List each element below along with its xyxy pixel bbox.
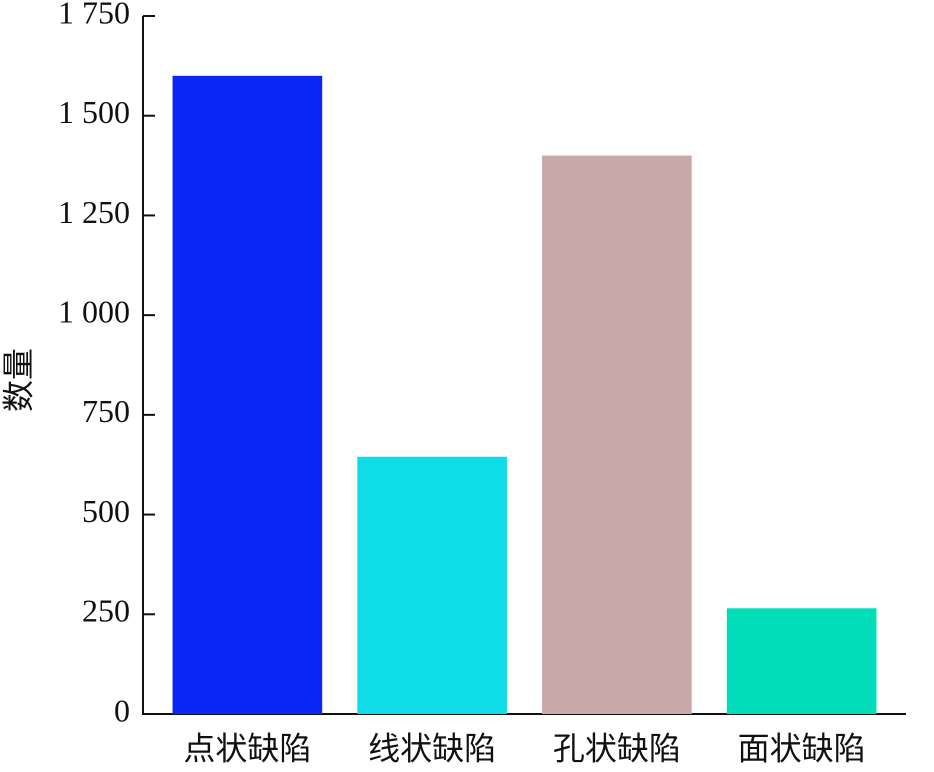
y-tick-label: 1 500	[58, 94, 130, 130]
x-tick-label: 面状缺陷	[738, 730, 866, 766]
y-tick-label: 750	[82, 393, 130, 429]
y-tick-label: 1 750	[58, 0, 130, 30]
x-tick-label: 点状缺陷	[183, 730, 311, 766]
bar	[357, 456, 507, 714]
x-tick-label: 线状缺陷	[368, 730, 496, 766]
bar	[172, 75, 323, 715]
y-tick-label: 0	[114, 692, 130, 728]
bar	[542, 155, 692, 715]
y-tick-label: 1 250	[58, 194, 130, 230]
y-tick-label: 250	[82, 593, 130, 629]
bar	[726, 608, 877, 714]
x-tick-label: 孔状缺陷	[553, 730, 681, 766]
y-axis-label: 数量	[0, 348, 36, 412]
y-tick-label: 1 000	[58, 293, 130, 329]
y-tick-label: 500	[82, 493, 130, 529]
